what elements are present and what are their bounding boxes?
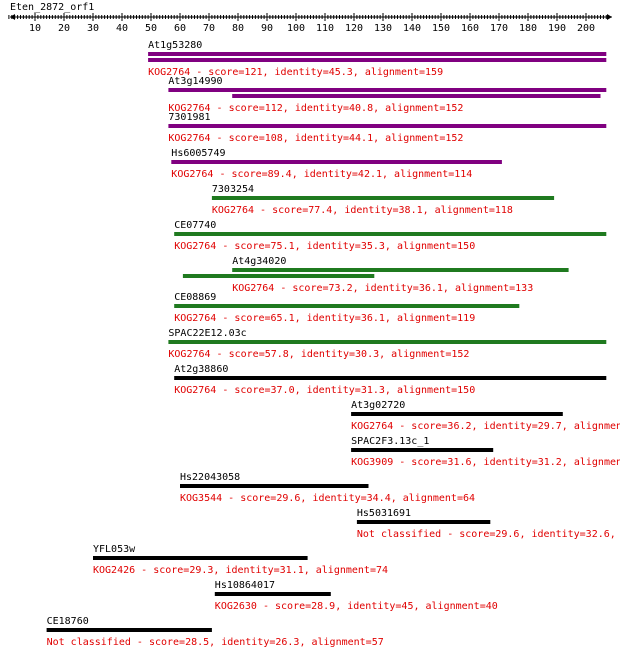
hit-segment-bar[interactable] bbox=[148, 58, 607, 62]
hit-name[interactable]: At4g34020 bbox=[232, 256, 286, 267]
ruler-tick-label: 100 bbox=[287, 23, 305, 34]
hit-kog-label: KOG2764 - score=37.0, identity=31.3, ali… bbox=[174, 385, 475, 396]
hit-name[interactable]: At1g53280 bbox=[148, 40, 202, 51]
position-ruler: 10 20 30 40 50 60 70 80 90 100 110 120 130 140 150 160 1… bbox=[8, 13, 612, 34]
hit-row[interactable]: At2g38860 KOG2764 - score=37.0, identity=… bbox=[174, 364, 607, 396]
hit-name[interactable]: CE18760 bbox=[47, 616, 89, 627]
hit-row[interactable]: 7301981 KOG2764 - score=108, identity=44.… bbox=[168, 112, 607, 144]
ruler-tick-label: 60 bbox=[174, 23, 186, 34]
hit-row[interactable]: Hs22043058 KOG3544 - score=29.6, identity… bbox=[180, 472, 475, 504]
hit-segment-bar[interactable] bbox=[174, 304, 520, 308]
ruler-tick-label: 50 bbox=[145, 23, 157, 34]
ruler-tick-label: 140 bbox=[403, 23, 421, 34]
hit-kog-label: KOG3909 - score=31.6, identity=31.2, ali… bbox=[351, 457, 620, 468]
ruler-tick-label: 160 bbox=[461, 23, 479, 34]
ruler-tick-label: 190 bbox=[548, 23, 566, 34]
hit-kog-label: Not classified - score=28.5, identity=26… bbox=[47, 637, 384, 648]
hit-segment-bar[interactable] bbox=[171, 160, 502, 164]
hit-segment-bar[interactable] bbox=[174, 376, 607, 380]
hit-segment-bar[interactable] bbox=[232, 94, 601, 98]
ruler-right-arrow bbox=[607, 14, 612, 20]
hit-kog-label: KOG2764 - score=65.1, identity=36.1, ali… bbox=[174, 313, 475, 324]
hit-row[interactable]: YFL053w KOG2426 - score=29.3, identity=31… bbox=[93, 544, 388, 576]
ruler-tick-label: 150 bbox=[432, 23, 450, 34]
hit-name[interactable]: 7301981 bbox=[168, 112, 210, 123]
hit-row[interactable]: At1g53280 KOG2764 - score=121, identity=4… bbox=[148, 40, 607, 78]
hit-segment-bar[interactable] bbox=[351, 412, 563, 416]
ruler-tick-label: 110 bbox=[316, 23, 334, 34]
hit-kog-label: KOG2764 - score=75.1, identity=35.3, ali… bbox=[174, 241, 475, 252]
hit-name[interactable]: CE07740 bbox=[174, 220, 216, 231]
hit-kog-label: KOG2630 - score=28.9, identity=45, align… bbox=[215, 601, 498, 612]
hit-name[interactable]: At2g38860 bbox=[174, 364, 228, 375]
hit-kog-label: Not classified - score=29.6, identity=32… bbox=[357, 529, 620, 540]
hit-segment-bar[interactable] bbox=[46, 628, 212, 632]
hit-name[interactable]: 7303254 bbox=[212, 184, 254, 195]
hit-kog-label: KOG2764 - score=112, identity=40.8, alig… bbox=[168, 103, 463, 114]
hit-kog-label: KOG3544 - score=29.6, identity=34.4, ali… bbox=[180, 493, 475, 504]
hit-row[interactable]: CE08869 KOG2764 - score=65.1, identity=36… bbox=[174, 292, 520, 324]
hit-name[interactable]: SPAC22E12.03c bbox=[168, 328, 246, 339]
hit-name[interactable]: Hs22043058 bbox=[180, 472, 240, 483]
hit-segment-bar[interactable] bbox=[168, 124, 607, 128]
hit-name[interactable]: Hs10864017 bbox=[215, 580, 275, 591]
hit-kog-label: KOG2764 - score=108, identity=44.1, alig… bbox=[168, 133, 463, 144]
ruler-tick-label: 20 bbox=[58, 23, 70, 34]
hit-row[interactable]: At3g02720 KOG2764 - score=36.2, identity=… bbox=[351, 400, 620, 432]
hit-row[interactable]: Hs5031691 Not classified - score=29.6, id… bbox=[356, 508, 620, 540]
hit-kog-label: KOG2426 - score=29.3, identity=31.1, ali… bbox=[93, 565, 388, 576]
ruler-tick-label: 90 bbox=[261, 23, 273, 34]
ruler-left-arrow bbox=[10, 14, 15, 20]
hit-segment-bar[interactable] bbox=[356, 520, 491, 524]
ruler-tick-label: 70 bbox=[203, 23, 215, 34]
hit-row[interactable]: Hs6005749 KOG2764 - score=89.4, identity=… bbox=[171, 148, 502, 180]
ruler-tick-label: 180 bbox=[519, 23, 537, 34]
hit-row[interactable]: At3g14990 KOG2764 - score=112, identity=4… bbox=[168, 76, 607, 114]
hit-segment-bar[interactable] bbox=[93, 556, 308, 560]
hit-row[interactable]: Hs10864017 KOG2630 - score=28.9, identity… bbox=[214, 580, 498, 612]
hit-segment-bar[interactable] bbox=[168, 340, 607, 344]
ruler-tick-label: 30 bbox=[87, 23, 99, 34]
hit-row[interactable]: SPAC22E12.03c KOG2764 - score=57.8, ident… bbox=[168, 328, 607, 360]
hit-segment-bar[interactable] bbox=[180, 484, 369, 488]
hit-segment-bar[interactable] bbox=[148, 52, 607, 56]
ruler-tick-label: 40 bbox=[116, 23, 128, 34]
ruler-tick-label: 130 bbox=[374, 23, 392, 34]
ruler-tick-label: 10 bbox=[29, 23, 41, 34]
hit-kog-label: KOG2764 - score=121, identity=45.3, alig… bbox=[148, 67, 443, 78]
hit-segment-bar[interactable] bbox=[182, 274, 375, 278]
hit-kog-label: KOG2764 - score=73.2, identity=36.1, ali… bbox=[232, 283, 533, 294]
ruler-tick-label: 170 bbox=[490, 23, 508, 34]
hit-name[interactable]: YFL053w bbox=[93, 544, 136, 555]
hit-row[interactable]: At4g34020 KOG2764 - score=73.2, identity=… bbox=[182, 256, 569, 294]
hit-segment-bar[interactable] bbox=[168, 88, 607, 92]
hit-row[interactable]: 7303254 KOG2764 - score=77.4, identity=38… bbox=[211, 184, 555, 216]
hit-segment-bar[interactable] bbox=[174, 232, 607, 236]
hit-kog-label: KOG2764 - score=77.4, identity=38.1, ali… bbox=[212, 205, 513, 216]
hit-name[interactable]: Hs6005749 bbox=[171, 148, 225, 159]
hit-kog-label: KOG2764 - score=89.4, identity=42.1, ali… bbox=[171, 169, 472, 180]
hit-segment-bar[interactable] bbox=[214, 592, 331, 596]
ruler-tick-label: 120 bbox=[345, 23, 363, 34]
hit-name[interactable]: Hs5031691 bbox=[357, 508, 411, 519]
hit-row[interactable]: SPAC2F3.13c_1 KOG3909 - score=31.6, ident… bbox=[351, 436, 620, 468]
hit-name[interactable]: At3g14990 bbox=[168, 76, 222, 87]
hit-row[interactable]: CE07740 KOG2764 - score=75.1, identity=35… bbox=[174, 220, 607, 252]
hit-row[interactable]: CE18760 Not classified - score=28.5, iden… bbox=[46, 616, 384, 648]
hit-name[interactable]: CE08869 bbox=[174, 292, 216, 303]
hit-name[interactable]: SPAC2F3.13c_1 bbox=[351, 436, 429, 447]
hit-segment-bar[interactable] bbox=[232, 268, 569, 272]
ruler-tick-label: 200 bbox=[577, 23, 595, 34]
hit-list: At1g53280 KOG2764 - score=121, identity=4… bbox=[46, 40, 620, 648]
hit-segment-bar[interactable] bbox=[211, 196, 555, 200]
hit-kog-label: KOG2764 - score=57.8, identity=30.3, ali… bbox=[168, 349, 469, 360]
hit-kog-label: KOG2764 - score=36.2, identity=29.7, ali… bbox=[351, 421, 620, 432]
hit-name[interactable]: At3g02720 bbox=[351, 400, 405, 411]
query-title: Eten_2872_orf1 bbox=[10, 2, 94, 13]
hit-segment-bar[interactable] bbox=[351, 448, 494, 452]
ruler-tick-label: 80 bbox=[232, 23, 244, 34]
